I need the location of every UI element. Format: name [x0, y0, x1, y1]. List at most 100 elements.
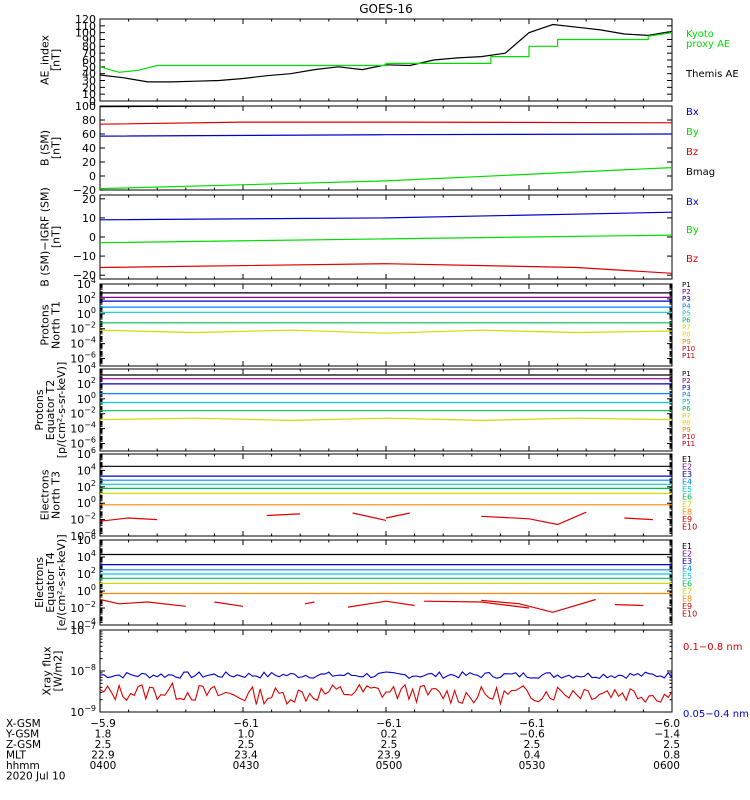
y-tick-label: 10−2 [70, 512, 96, 527]
y-tick-exponent: −2 [84, 321, 96, 330]
legend-label: P6 [682, 317, 691, 325]
y-tick-label: 10−4 [70, 421, 96, 436]
y-tick-label: 100 [75, 27, 96, 40]
y-tick-exponent: 6 [91, 446, 96, 455]
panel-frame [99, 18, 673, 102]
legend-label: P1 [682, 281, 691, 289]
y-tick-exponent: −6 [84, 351, 96, 360]
series-group [100, 211, 672, 274]
y-tick-exponent: 0 [91, 583, 96, 592]
y-axis-label-line: B (SM)−IGRF (SM) [39, 187, 52, 287]
y-tick-label: 104 [77, 276, 96, 291]
y-tick-exponent: −6 [84, 436, 96, 445]
legend-label: P1 [682, 370, 691, 378]
series-group [100, 292, 672, 334]
panel-frame [99, 629, 673, 713]
y-axis-label-line: AE_index [39, 34, 52, 85]
y-axis-label-line: B (SM) [39, 130, 52, 166]
y-tick-label: 102 [77, 479, 96, 494]
series-group [100, 23, 672, 83]
legend-label: E10 [682, 523, 697, 532]
series-bx-line [100, 211, 672, 221]
legend-label: P11 [682, 352, 695, 360]
series-e9-segment [304, 601, 315, 605]
series-group [100, 671, 672, 707]
y-tick-label: 104 [77, 361, 96, 376]
series-e9-segment [100, 517, 158, 522]
y-tick-exponent: −4 [84, 617, 96, 626]
x-axis-row-value: −6.1 [376, 718, 402, 730]
x-axis-row-value: 0600 [653, 760, 680, 772]
legend-label: E4 [682, 565, 692, 574]
panel-frame [99, 539, 673, 626]
series-e9-segment [214, 601, 244, 607]
y-tick-label: 10−2 [70, 600, 96, 615]
y-tick-label: 10−7 [70, 622, 96, 637]
y-tick-exponent: −4 [84, 421, 96, 430]
legend-label: P4 [682, 302, 691, 310]
y-tick-exponent: 6 [91, 532, 96, 541]
x-axis-row-value: −1.4 [655, 729, 681, 741]
y-tick-label: 0 [89, 170, 96, 183]
y-tick-label: 40 [82, 68, 96, 81]
x-axis-row-label: X-GSM [6, 718, 41, 730]
plot-title: GOES-16 [359, 2, 413, 16]
x-axis-row-value: 0530 [519, 760, 546, 772]
legend-label: 0.05−0.4 nm [683, 709, 749, 720]
legend-label: E10 [682, 610, 697, 619]
series-e9-segment [352, 512, 387, 521]
series-by-line [100, 234, 672, 244]
series-by-line [100, 167, 672, 190]
legend-label: P10 [682, 433, 695, 441]
y-axis-label: ElectronsNorth T3 [39, 469, 63, 520]
y-axis-label: ElectronsEquator T4[e/(cm²-s-sr-keV)] [33, 534, 68, 630]
legend-label: E4 [682, 478, 692, 487]
legend-label: P2 [682, 288, 691, 296]
y-tick-exponent: 2 [91, 566, 96, 575]
y-tick-label: 60 [82, 54, 96, 67]
series-e9-segment [424, 600, 530, 609]
x-axis-row-value: 23.4 [234, 750, 258, 762]
y-tick-label: 102 [77, 566, 96, 581]
series-group [100, 106, 672, 190]
legend-label: E8 [682, 595, 692, 604]
x-axis-row-value: 0400 [90, 760, 117, 772]
series-bz-line [100, 263, 672, 274]
series-group [100, 374, 672, 422]
y-axis-label: ProtonsNorth T1 [39, 301, 63, 349]
y-axis-label-line: Electrons [33, 557, 46, 608]
y-tick-exponent: 0 [91, 306, 96, 315]
x-axis-row-value: 0430 [233, 760, 260, 772]
legend-label: P3 [682, 384, 691, 392]
panel-3: −20 −10 0 10 20 B (SM)−IGRF (SM)[nT] Bx By Bz [39, 187, 699, 287]
x-axis-row-value: 22.9 [91, 750, 114, 762]
legend-label: Themis AE [685, 69, 739, 80]
y-tick-exponent: 4 [91, 276, 96, 285]
y-axis-label-line: [p/(cm²-s-sr-keV)] [55, 362, 68, 459]
legend-label: P6 [682, 405, 691, 413]
series-e9-segment [481, 511, 587, 526]
legend-label: P8 [682, 419, 691, 427]
y-tick-label: 100 [77, 495, 96, 510]
x-axis-row-value: 1.8 [95, 729, 112, 741]
legend-label: P7 [682, 412, 691, 420]
y-tick-label: 120 [75, 13, 96, 26]
x-axis-row-value: 0.8 [663, 750, 680, 762]
y-tick-label: 10−4 [70, 336, 96, 351]
y-tick-label: 20 [82, 193, 96, 206]
x-axis-row-value: −6.1 [519, 718, 545, 730]
series-e9-segment [347, 600, 415, 608]
y-tick-exponent: 2 [91, 376, 96, 385]
series-e9-segment [100, 598, 186, 607]
y-tick-exponent: −7 [84, 622, 96, 631]
legend-label: By [686, 127, 699, 138]
y-tick-label: 104 [77, 462, 96, 477]
legend-label: P5 [682, 309, 691, 317]
series-bmag-line [100, 106, 366, 108]
legend-label: E9 [682, 515, 692, 524]
y-tick-exponent: 4 [91, 549, 96, 558]
